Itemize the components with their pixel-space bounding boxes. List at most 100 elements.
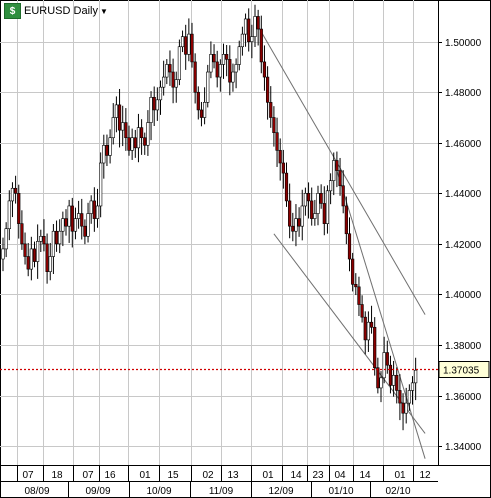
candle-body-25: [80, 213, 84, 227]
candle-body-18: [58, 230, 62, 245]
candle-body-42: [133, 137, 137, 149]
candle-body-83: [262, 61, 267, 78]
candle-body-34: [108, 137, 112, 156]
candle-body-67: [212, 54, 216, 63]
candle-body-97: [306, 193, 311, 202]
x-month-label-4: 12/09: [268, 486, 293, 497]
candle-body-29: [92, 200, 96, 219]
chevron-down-icon[interactable]: ▼: [99, 6, 108, 16]
candle-body-49: [155, 99, 159, 111]
x-day-label-14: 12: [419, 470, 431, 481]
candle-body-94: [297, 218, 301, 227]
candle-body-53: [168, 64, 172, 73]
candle-body-12: [39, 235, 43, 242]
candle-body-52: [165, 64, 169, 78]
candle-body-109: [344, 205, 348, 235]
candle-body-16: [51, 230, 55, 257]
candle-body-89: [281, 162, 285, 174]
price-axis: 1.34000 1.36000 1.38000 1.40000 1.42000 1.440…: [438, 38, 482, 453]
candle-body-113: [357, 286, 361, 305]
candle-body-31: [99, 162, 103, 207]
candle-body-88: [278, 150, 282, 164]
candle-body-121: [382, 352, 386, 379]
candle-body-47: [149, 96, 153, 123]
candle-body-48: [152, 96, 156, 111]
candle-body-69: [218, 64, 222, 78]
chart-title[interactable]: $ EURUSD Daily ▼: [4, 3, 108, 19]
candle-body-106: [335, 160, 339, 171]
x-day-label-5: 15: [167, 470, 179, 481]
chart-symbol-icon: $: [4, 3, 21, 19]
price-label: 1.37035: [438, 361, 490, 378]
candle-body-28: [89, 200, 93, 214]
candle-body-46: [146, 122, 150, 146]
candle-body-79: [250, 36, 254, 42]
candle-body-108: [341, 185, 345, 207]
candle-body-98: [310, 200, 314, 219]
candle-body-66: [209, 54, 213, 73]
candle-body-1: [4, 228, 8, 250]
candle-body-21: [67, 205, 71, 227]
x-day-label-2: 07: [82, 470, 94, 481]
candle-body-59: [187, 33, 191, 55]
candle-body-127: [401, 402, 405, 414]
candle-body-54: [171, 71, 175, 88]
candle-body-60: [190, 33, 194, 63]
candle-body-95: [300, 205, 304, 227]
candle-body-30: [95, 205, 100, 219]
candle-body-111: [351, 258, 355, 285]
y-tick-label-1: 1.36000: [445, 392, 482, 403]
candle-body-33: [105, 145, 109, 156]
candle-body-84: [265, 76, 270, 103]
candle-body-32: [102, 145, 106, 164]
chart-title-text: EURUSD Daily: [24, 5, 98, 17]
candle-body-62: [196, 91, 200, 111]
time-axis: 07 18 07 16 01 15 02 13 01 14 23 04 14 01 12 08/09 09/09…: [17, 465, 431, 498]
candle-body-82: [259, 28, 263, 63]
x-month-label-6: 02/10: [385, 486, 410, 497]
x-day-label-11: 04: [334, 470, 346, 481]
candle-body-22: [70, 205, 74, 232]
candle-body-45: [143, 137, 147, 146]
x-day-label-12: 14: [359, 470, 371, 481]
y-tick-label-3: 1.40000: [445, 290, 482, 301]
candle-body-5: [17, 193, 21, 224]
candle-body-15: [48, 256, 52, 272]
candle-body-129: [407, 390, 411, 404]
candle-body-75: [237, 46, 241, 65]
x-day-label-1: 18: [51, 470, 63, 481]
candle-body-39: [124, 122, 128, 139]
candle-body-120: [379, 377, 383, 389]
candle-body-91: [288, 200, 292, 227]
candle-body-26: [83, 225, 87, 237]
candle-body-101: [319, 193, 323, 204]
candle-body-20: [64, 218, 68, 227]
x-day-label-10: 23: [312, 470, 324, 481]
y-tick-label-5: 1.44000: [445, 189, 482, 200]
candle-body-4: [14, 187, 18, 194]
candle-body-131: [414, 369, 418, 384]
candle-body-51: [162, 76, 166, 88]
candle-body-73: [231, 71, 235, 83]
candle-body-115: [363, 316, 367, 341]
candle-body-114: [360, 304, 364, 318]
y-tick-label-8: 1.50000: [445, 38, 482, 49]
candle-body-116: [366, 321, 371, 341]
candle-body-125: [395, 374, 399, 391]
candle-body-37: [117, 104, 122, 131]
candle-body-100: [316, 193, 320, 214]
candle-body-68: [215, 61, 219, 78]
y-tick-label-7: 1.48000: [445, 88, 482, 99]
candle-body-65: [206, 71, 210, 103]
candle-body-9: [29, 248, 33, 270]
candle-body-118: [373, 326, 377, 369]
candle-body-72: [228, 59, 232, 83]
candle-body-56: [177, 46, 182, 80]
y-tick-label-0: 1.34000: [445, 442, 482, 453]
candle-body-80: [253, 16, 257, 37]
candle-body-8: [26, 256, 30, 270]
candle-body-86: [272, 117, 276, 133]
candle-body-43: [136, 127, 141, 149]
x-day-label-3: 16: [104, 470, 116, 481]
